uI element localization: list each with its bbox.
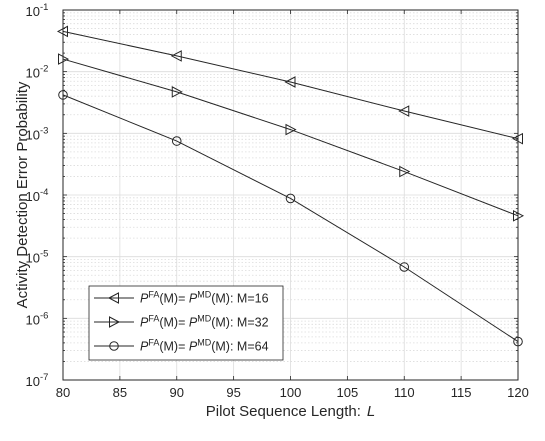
x-tick-label: 85	[113, 385, 127, 400]
x-axis-label: Pilot Sequence Length: L	[206, 403, 375, 420]
legend: PFA(M)= PMD(M): M=16 PFA(M)= PMD(M): M=32…	[88, 285, 284, 361]
tick-labels: 80 85 90 95 100 105 110 115 120 10-7 10-6 10-5 10-4 1…	[26, 2, 529, 400]
legend-entry-3: PFA(M)= PMD(M): M=64	[94, 338, 269, 354]
x-tick-label: 105	[337, 385, 359, 400]
legend-entry-1: PFA(M)= PMD(M): M=16	[94, 290, 269, 306]
legend-label: PFA(M)= PMD(M): M=32	[140, 314, 269, 330]
y-tick-label: 10-6	[26, 310, 49, 327]
x-tick-label: 80	[56, 385, 70, 400]
series-line	[62, 94, 519, 342]
data-point	[171, 136, 182, 146]
legend-marker	[109, 341, 119, 351]
y-tick-label: 10-5	[26, 249, 49, 266]
legend-items: PFA(M)= PMD(M): M=16 PFA(M)= PMD(M): M=32…	[94, 290, 269, 354]
data-point	[285, 193, 296, 204]
series-layer	[56, 25, 525, 347]
data-point	[398, 105, 410, 117]
y-tick-label: 10-4	[26, 187, 49, 204]
series-line	[62, 30, 519, 140]
tick-marks	[62, 9, 519, 381]
legend-marker	[109, 316, 121, 328]
y-tick-label: 10-1	[26, 2, 49, 19]
y-tick-label: 10-3	[26, 125, 49, 142]
data-point	[171, 86, 183, 98]
x-tick-label: 115	[451, 385, 472, 400]
data-point	[399, 165, 411, 178]
series-line	[62, 58, 519, 217]
legend-label: PFA(M)= PMD(M): M=16	[140, 290, 269, 306]
x-tick-label: 110	[394, 385, 415, 400]
y-tick-label: 10-2	[26, 64, 49, 81]
data-point	[170, 50, 182, 62]
data-point	[399, 262, 410, 272]
y-tick-label: 10-7	[26, 372, 49, 389]
grid-lines	[63, 10, 518, 380]
x-tick-label: 90	[170, 385, 184, 400]
data-point	[284, 76, 296, 88]
x-tick-label: 95	[226, 385, 240, 400]
legend-marker	[107, 292, 119, 304]
data-point	[285, 123, 297, 136]
legend-entry-2: PFA(M)= PMD(M): M=32	[94, 314, 269, 330]
legend-label: PFA(M)= PMD(M): M=64	[140, 338, 269, 354]
y-axis-label: Activity Detection Error Probability	[14, 81, 31, 308]
x-tick-label: 100	[280, 385, 302, 400]
x-tick-label: 120	[507, 385, 529, 400]
